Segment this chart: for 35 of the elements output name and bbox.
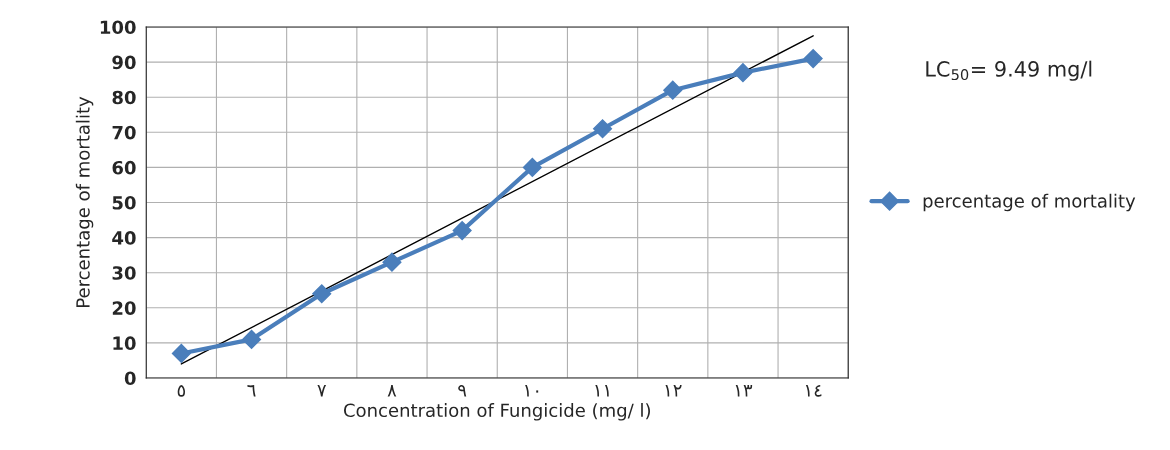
point <box>733 63 753 83</box>
y-tick-label: 20 <box>112 301 136 315</box>
y-axis-title: Percentage of mortality <box>75 96 94 307</box>
y-tick-label: 80 <box>112 90 136 105</box>
point <box>312 284 332 304</box>
point <box>171 343 191 363</box>
y-tick-label: 40 <box>112 231 136 245</box>
point <box>803 49 823 69</box>
y-tick-label: 0 <box>124 371 136 386</box>
x-tick-label: ١٤ <box>805 385 822 397</box>
x-tick-label: ٧ <box>317 385 327 397</box>
text: LC$_{50}$= 9.49 mg/l <box>926 60 1092 81</box>
point <box>593 119 613 139</box>
point <box>242 329 262 349</box>
y-tick-label: 50 <box>112 195 136 210</box>
point <box>382 252 402 272</box>
point <box>663 80 683 100</box>
y-tick-label: 60 <box>112 160 136 175</box>
y-tick-label: 70 <box>112 125 136 140</box>
y-tick-label: 100 <box>100 20 136 35</box>
x-tick-label: ١٢ <box>665 385 682 397</box>
y-tick-label: 30 <box>112 266 136 280</box>
x-axis-title: Concentration of Fungicide (mg/ l) <box>343 403 650 421</box>
point <box>452 221 472 241</box>
x-tick-label: ١٠ <box>525 385 539 397</box>
y-tick-label: 90 <box>112 55 136 70</box>
y-tick-label: 10 <box>113 336 136 351</box>
x-tick-label: ٥ <box>177 384 186 397</box>
legend-label: percentage of mortality <box>923 193 1136 212</box>
x-tick-label: ٩ <box>458 385 467 397</box>
x-tick-label: ١١ <box>595 385 609 397</box>
x-tick-label: ٨ <box>387 385 397 397</box>
point <box>522 157 542 177</box>
x-tick-label: ٦ <box>247 385 256 397</box>
x-tick-label: ١٣ <box>735 385 753 397</box>
